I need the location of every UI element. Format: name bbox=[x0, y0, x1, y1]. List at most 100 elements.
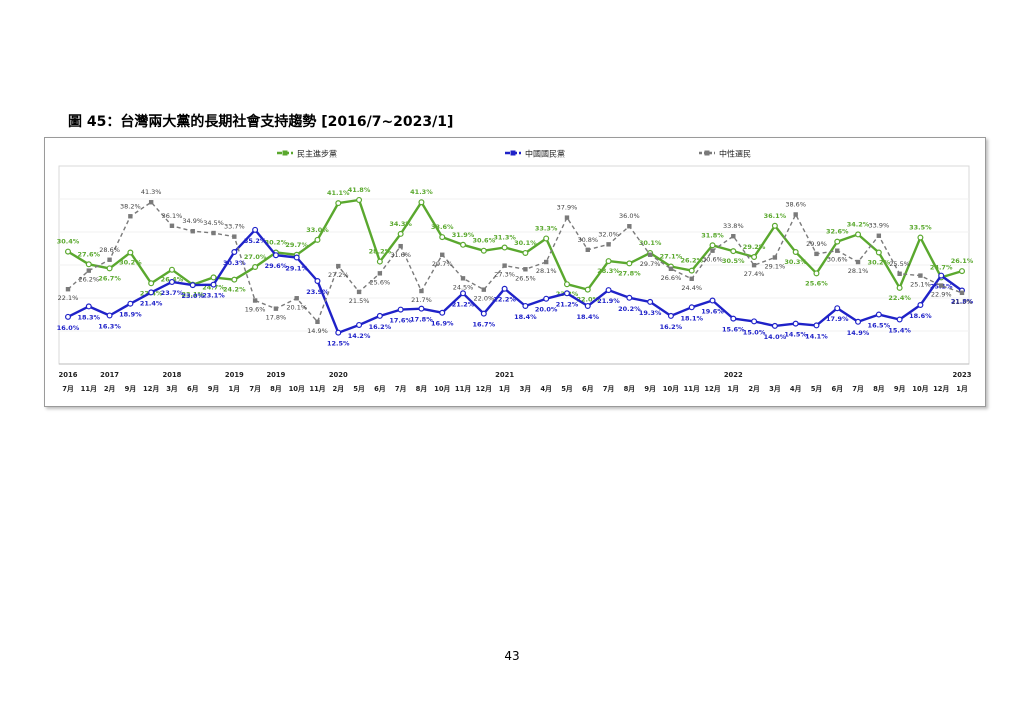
data-point-kmt bbox=[730, 315, 737, 322]
data-point-neutral bbox=[835, 248, 840, 253]
x-tick-month: 3月 bbox=[520, 385, 532, 393]
data-label-dpp: 30.6% bbox=[473, 237, 496, 245]
data-label-kmt: 18.6% bbox=[909, 312, 932, 320]
data-point-neutral bbox=[107, 257, 112, 262]
x-tick-month: 1月 bbox=[728, 385, 740, 393]
x-tick-month: 11月 bbox=[81, 385, 97, 393]
data-label-dpp: 33.6% bbox=[431, 223, 454, 231]
data-point-dpp bbox=[584, 286, 591, 293]
x-tick-month: 4月 bbox=[540, 385, 552, 393]
data-point-neutral bbox=[772, 255, 778, 260]
data-label-neutral: 25.1% bbox=[910, 281, 931, 289]
data-label-neutral: 29.7% bbox=[432, 260, 453, 268]
data-point-neutral bbox=[689, 276, 694, 281]
data-label-dpp: 41.8% bbox=[348, 186, 371, 194]
x-tick-month: 9月 bbox=[644, 385, 656, 393]
data-label-kmt: 18.1% bbox=[680, 314, 703, 322]
data-label-kmt: 21.9% bbox=[597, 297, 620, 305]
x-tick-year: 2023 bbox=[953, 371, 972, 379]
data-label-kmt: 21.4% bbox=[140, 299, 163, 307]
data-label-neutral: 21.7% bbox=[411, 296, 432, 304]
x-tick-year: 2017 bbox=[100, 371, 119, 379]
data-point-kmt bbox=[293, 254, 300, 261]
data-point-kmt bbox=[106, 312, 113, 319]
x-tick-month: 12月 bbox=[933, 385, 949, 393]
data-label-dpp: 34.2% bbox=[847, 220, 870, 228]
data-point-dpp bbox=[730, 248, 737, 255]
x-tick-month: 9月 bbox=[894, 385, 906, 393]
x-tick-month: 7月 bbox=[249, 385, 261, 393]
figure-title: 圖 45：台灣兩大黨的長期社會支持趨勢 [2016/7~2023/1] bbox=[68, 114, 454, 130]
data-label-kmt: 15.4% bbox=[888, 327, 911, 335]
x-tick-month: 8月 bbox=[270, 385, 282, 393]
data-point-neutral bbox=[668, 266, 674, 272]
data-label-dpp: 26.2% bbox=[680, 257, 703, 265]
x-tick-month: 8月 bbox=[624, 385, 636, 393]
x-tick-month: 6月 bbox=[582, 385, 594, 393]
data-point-dpp bbox=[439, 234, 446, 241]
data-point-kmt bbox=[626, 294, 633, 301]
data-point-dpp bbox=[751, 254, 758, 261]
x-tick-month: 6月 bbox=[831, 385, 843, 393]
data-label-dpp: 33.5% bbox=[909, 224, 932, 232]
data-point-neutral bbox=[564, 215, 570, 220]
data-label-dpp: 30.3% bbox=[784, 258, 807, 266]
data-point-kmt bbox=[875, 311, 882, 318]
data-point-neutral bbox=[543, 259, 549, 265]
data-point-dpp bbox=[563, 281, 570, 288]
data-point-dpp bbox=[771, 222, 778, 229]
data-label-dpp: 30.1% bbox=[639, 239, 662, 247]
data-point-kmt bbox=[314, 278, 321, 285]
data-point-dpp bbox=[480, 247, 487, 254]
data-point-neutral bbox=[169, 223, 175, 228]
data-label-neutral: 29.1% bbox=[765, 262, 786, 270]
data-point-neutral bbox=[793, 212, 798, 217]
x-tick-month: 1月 bbox=[229, 385, 241, 393]
x-tick-year: 2019 bbox=[225, 371, 244, 379]
data-label-neutral: 32.0% bbox=[598, 230, 619, 238]
data-point-dpp bbox=[85, 261, 92, 268]
x-tick-month: 6月 bbox=[187, 385, 199, 393]
data-point-kmt bbox=[501, 285, 508, 292]
data-point-dpp bbox=[106, 265, 113, 272]
series-line-neutral bbox=[67, 201, 963, 323]
data-label-kmt: 12.5% bbox=[327, 340, 350, 348]
data-label-kmt: 22.2% bbox=[493, 296, 516, 304]
data-label-dpp: 31.3% bbox=[493, 234, 516, 242]
data-label-neutral: 29.7% bbox=[640, 260, 661, 268]
data-point-dpp bbox=[168, 266, 175, 273]
data-label-neutral: 34.9% bbox=[182, 217, 203, 225]
x-tick-month: 7月 bbox=[395, 385, 407, 393]
data-label-kmt: 23.7% bbox=[161, 289, 184, 297]
data-label-dpp: 34.3% bbox=[389, 220, 412, 228]
data-point-dpp bbox=[460, 241, 467, 248]
legend-marker-kmt bbox=[510, 150, 516, 156]
x-tick-month: 5月 bbox=[811, 385, 823, 393]
data-label-kmt: 14.5% bbox=[784, 331, 807, 339]
data-label-neutral: 17.8% bbox=[266, 314, 287, 322]
x-tick-year: 2020 bbox=[329, 371, 348, 379]
data-point-neutral bbox=[627, 224, 632, 229]
data-point-kmt bbox=[563, 290, 570, 297]
data-label-kmt: 14.1% bbox=[805, 332, 828, 340]
data-point-neutral bbox=[398, 243, 403, 249]
data-point-neutral bbox=[128, 214, 133, 219]
data-point-kmt bbox=[189, 282, 196, 289]
data-point-dpp bbox=[855, 231, 862, 238]
data-point-kmt bbox=[522, 302, 529, 309]
data-label-kmt: 19.3% bbox=[639, 309, 662, 317]
data-point-neutral bbox=[294, 296, 299, 301]
data-point-dpp bbox=[148, 280, 155, 287]
data-label-neutral: 22.9% bbox=[931, 291, 952, 299]
data-label-neutral: 28.1% bbox=[848, 267, 869, 275]
data-point-neutral bbox=[897, 271, 902, 276]
page-number: 43 bbox=[504, 649, 520, 663]
data-label-kmt: 14.0% bbox=[764, 333, 787, 341]
data-label-neutral: 20.1% bbox=[286, 303, 307, 311]
data-label-kmt: 20.0% bbox=[535, 306, 558, 314]
data-point-kmt bbox=[335, 329, 342, 336]
data-point-dpp bbox=[314, 236, 321, 243]
data-point-kmt bbox=[667, 312, 674, 319]
data-point-dpp bbox=[813, 270, 820, 277]
data-point-kmt bbox=[917, 302, 924, 309]
